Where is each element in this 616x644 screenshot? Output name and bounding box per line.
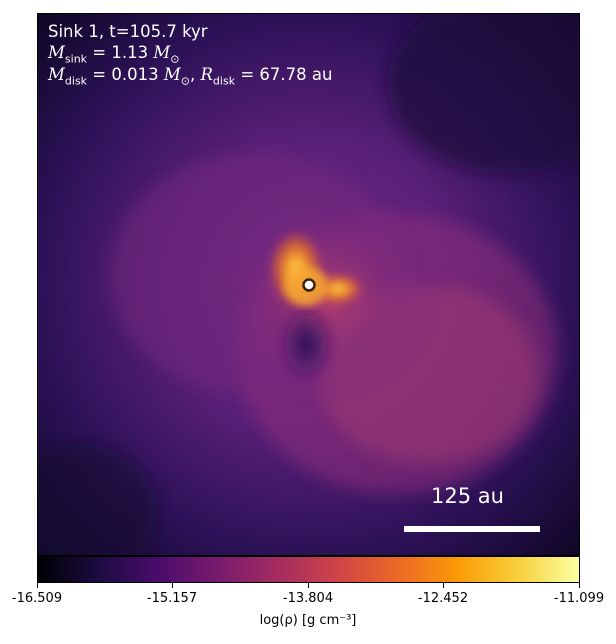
colorbar-tick-label: -13.804 xyxy=(282,591,334,606)
scalebar-label: 125 au xyxy=(431,484,504,508)
colorbar-tick xyxy=(443,583,444,588)
colorbar-tick-label: -15.157 xyxy=(146,591,198,606)
colorbar-tick-label: -16.509 xyxy=(11,591,63,606)
density-map: Sink 1, t=105.7 kyr Msink = 1.13 M⊙ Mdis… xyxy=(37,13,580,556)
colorbar-tick xyxy=(172,583,173,588)
disk-mass-radius-label: Mdisk = 0.013 M⊙, Rdisk = 67.78 au xyxy=(48,65,333,88)
scalebar xyxy=(404,526,540,532)
colorbar xyxy=(37,556,580,583)
colorbar-tick xyxy=(308,583,309,588)
colorbar-tick xyxy=(37,583,38,588)
colorbar-tick-label: -12.452 xyxy=(417,591,469,606)
colorbar-tick-label: -11.099 xyxy=(553,591,605,606)
density-image xyxy=(38,14,579,555)
colorbar-label: log(ρ) [g cm⁻³] xyxy=(259,613,357,628)
sink-time-label: Sink 1, t=105.7 kyr xyxy=(48,22,208,41)
sink-mass-label: Msink = 1.13 M⊙ xyxy=(48,43,180,66)
colorbar-tick xyxy=(579,583,580,588)
